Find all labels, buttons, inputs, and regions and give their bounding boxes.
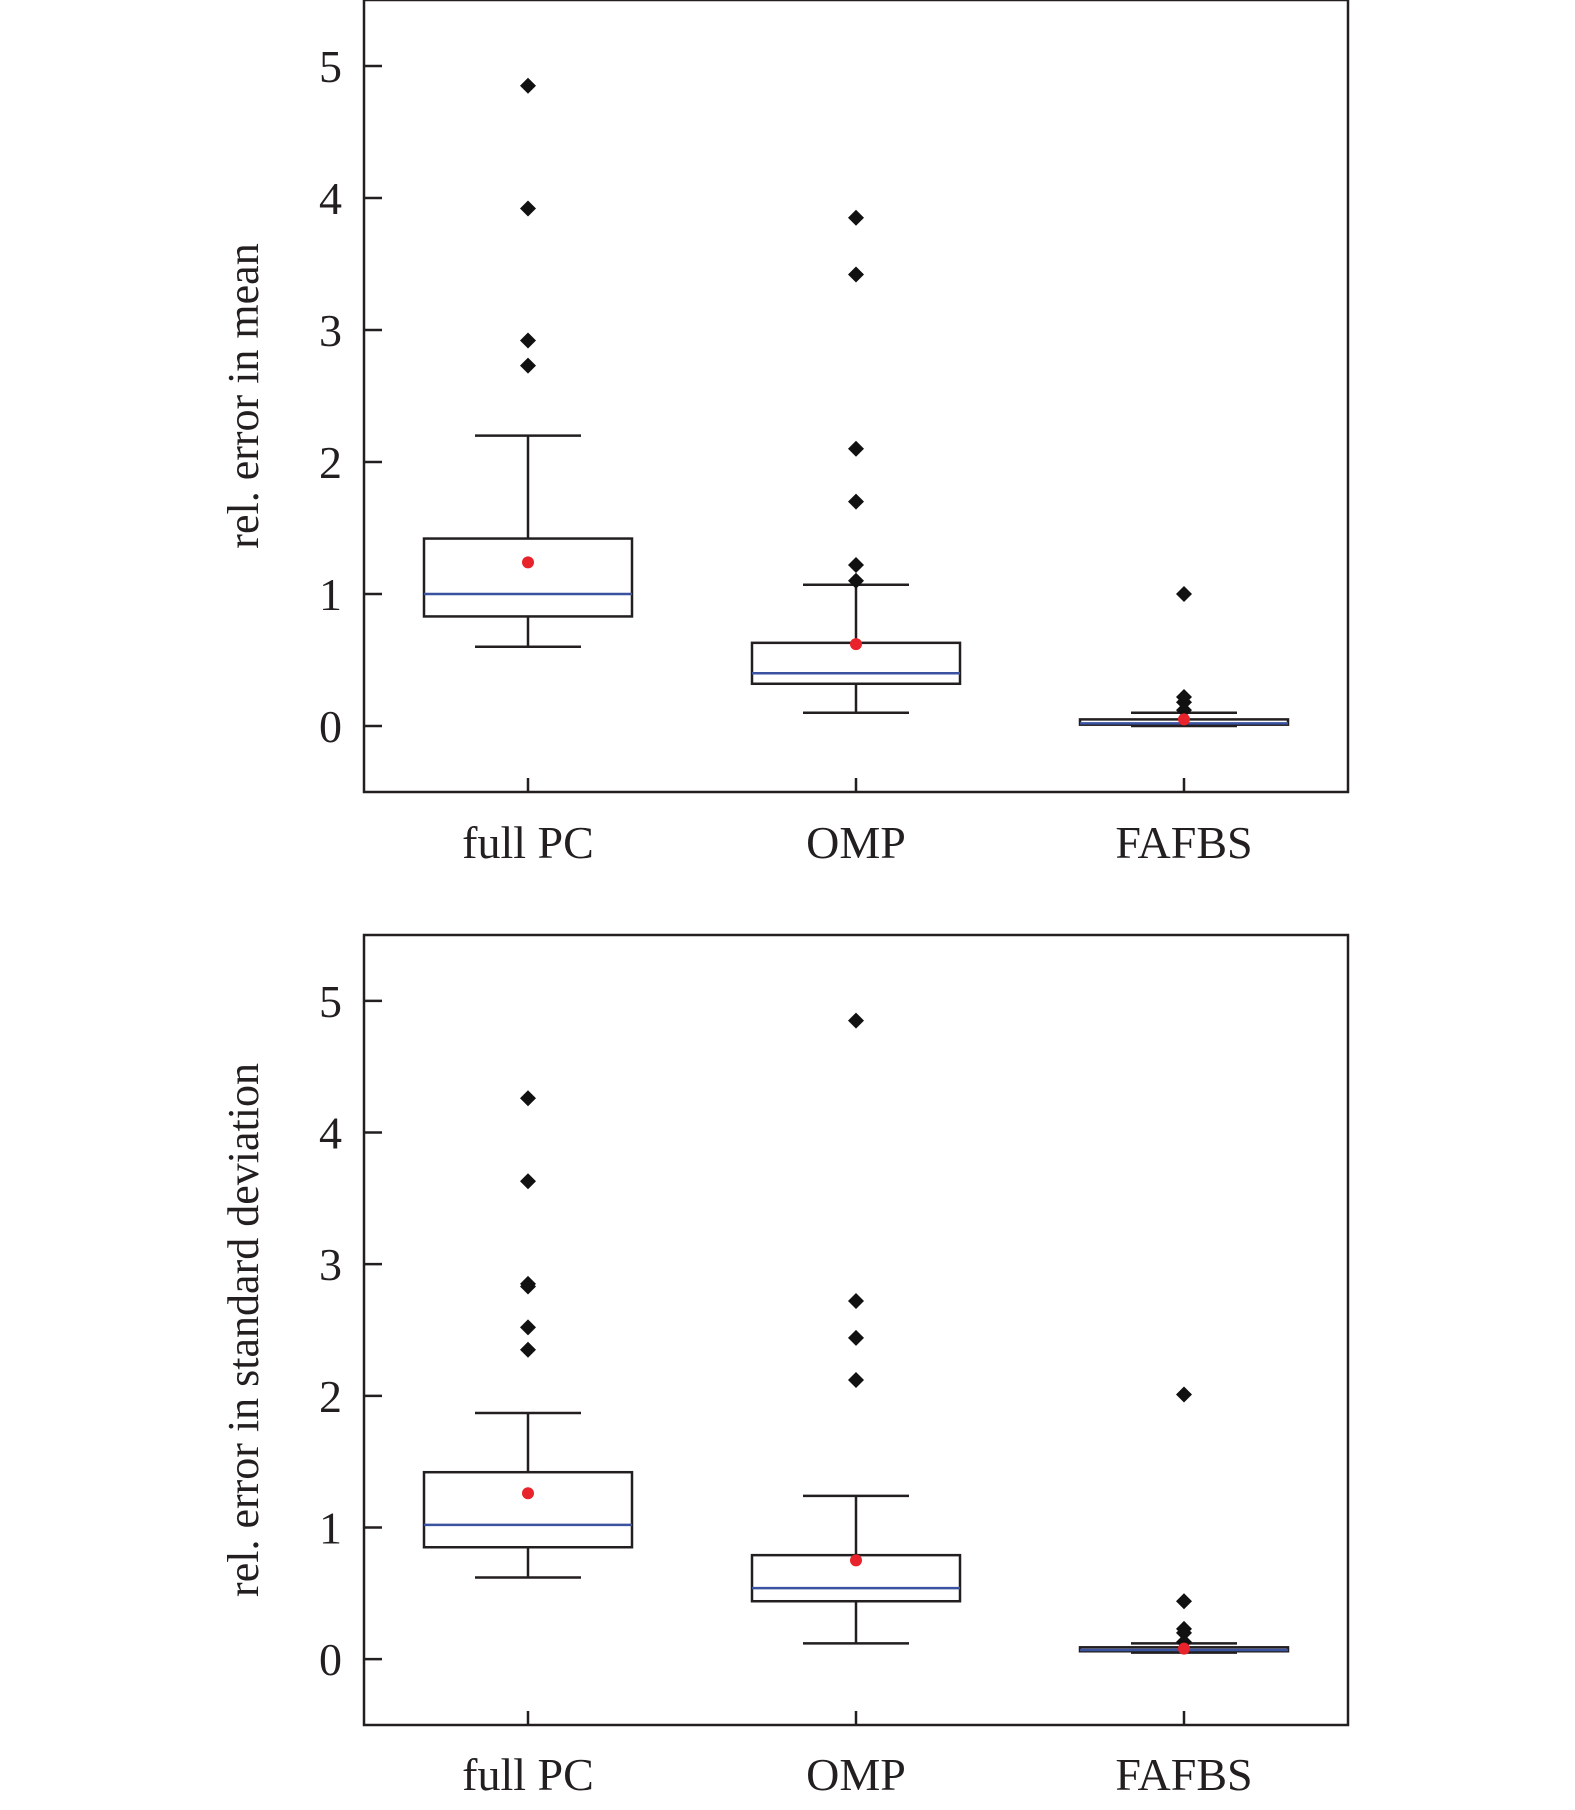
box-0 [422,1470,634,1549]
outlier-point [520,1341,536,1358]
outlier-point [848,1293,864,1310]
top-boxplot-panel: 0 1 2 3 4 5 rel. error in mean full PC OMP FAFBS [219,0,1350,868]
y-tick-label: 4 [319,173,342,224]
mean-point [522,556,534,569]
mean-point [1178,713,1190,726]
y-tick-label: 5 [319,976,342,1027]
outlier-point [520,200,536,217]
outlier-point [520,1275,536,1292]
box-0 [422,537,634,618]
outlier-point [520,1173,536,1190]
y-tick-label: 3 [319,305,342,356]
x-tick-label-2: FAFBS [1115,817,1252,868]
mean-point [850,638,862,651]
outlier-point [1176,1593,1192,1610]
bottom-boxplot-panel: 0 1 2 3 4 5 rel. error in standard deviation fu… [219,933,1350,1800]
y-tick-label: 2 [319,1371,342,1422]
outlier-point [520,332,536,349]
mean-point [1178,1642,1190,1655]
outlier-point [848,1372,864,1389]
y-tick-label: 0 [319,701,342,752]
x-tick-label-2: FAFBS [1115,1749,1252,1800]
outlier-point [1176,1620,1192,1637]
outlier-point [848,266,864,283]
outlier-point [1176,1386,1192,1403]
x-tick-label-0: full PC [462,817,594,868]
y-tick-label: 1 [319,1503,342,1554]
mean-point [522,1487,534,1500]
outlier-point [848,1012,864,1029]
outlier-point [848,572,864,589]
outlier-point [1176,586,1192,602]
outlier-point [1176,688,1192,705]
y-axis-label: rel. error in mean [219,243,268,548]
outlier-point [848,440,864,457]
x-tick-label-0: full PC [462,1749,594,1800]
x-tick-label-1: OMP [806,817,906,868]
mean-point [850,1554,862,1567]
outlier-point [520,1090,536,1107]
y-tick-label: 2 [319,437,342,488]
outlier-point [520,77,536,94]
outlier-point [848,209,864,226]
y-tick-label: 5 [319,41,342,92]
y-tick-label: 4 [319,1108,342,1159]
outlier-point [520,357,536,374]
outlier-point [848,493,864,510]
y-axis-label: rel. error in standard deviation [219,1063,268,1597]
outlier-point [848,1329,864,1346]
x-tick-label-1: OMP [806,1749,906,1800]
outlier-point [520,1319,536,1336]
y-tick-label: 1 [319,569,342,620]
y-tick-label: 3 [319,1239,342,1290]
outlier-point [848,556,864,573]
y-tick-label: 0 [319,1634,342,1685]
